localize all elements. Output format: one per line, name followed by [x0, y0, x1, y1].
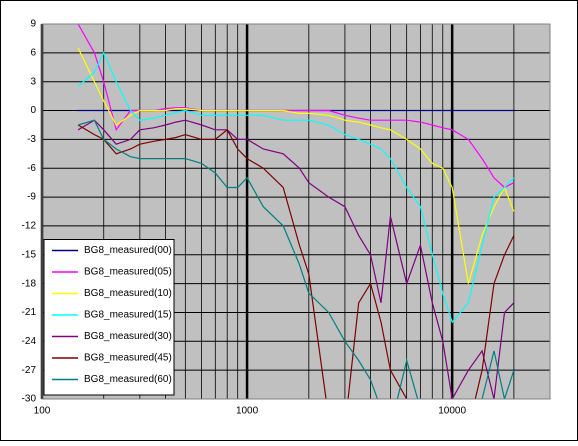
y-tick-label: -3 — [27, 134, 36, 145]
y-tick-label: -9 — [27, 192, 36, 203]
series-line — [77, 119, 515, 399]
x-tick-label: 1000 — [236, 406, 259, 417]
legend-label: BG8_measured(15) — [84, 310, 172, 321]
legend-label: BG8_measured(10) — [84, 288, 172, 299]
legend-label: BG8_measured(05) — [84, 267, 172, 278]
y-tick-label: 6 — [30, 47, 36, 58]
y-tick-label: -18 — [22, 278, 37, 289]
y-tick-label: -15 — [22, 249, 37, 260]
series-line — [77, 119, 515, 399]
x-tick-label: 100 — [34, 406, 51, 417]
legend: BG8_measured(00) BG8_measured(05) BG8_meas… — [43, 239, 175, 396]
series-line — [77, 124, 515, 399]
y-tick-label: -21 — [22, 307, 37, 318]
y-tick-label: 3 — [30, 76, 36, 87]
legend-box — [43, 239, 175, 396]
series-line — [77, 51, 515, 324]
legend-label: BG8_measured(45) — [84, 353, 172, 364]
y-tick-label: -27 — [22, 365, 37, 376]
legend-label: BG8_measured(00) — [84, 245, 172, 256]
y-tick-label: -12 — [22, 221, 37, 232]
series-lines — [77, 24, 515, 399]
y-tick-label: -30 — [22, 394, 37, 405]
plot-border — [41, 23, 551, 400]
legend-label: BG8_measured(30) — [84, 331, 172, 342]
y-tick-label: 0 — [30, 105, 36, 116]
y-tick-label: -6 — [27, 163, 36, 174]
x-tick-label: 10000 — [438, 406, 466, 417]
y-tick-label: 9 — [30, 19, 36, 30]
legend-label: BG8_measured(60) — [84, 374, 172, 385]
y-tick-label: -24 — [22, 336, 37, 347]
series-line — [77, 47, 515, 284]
